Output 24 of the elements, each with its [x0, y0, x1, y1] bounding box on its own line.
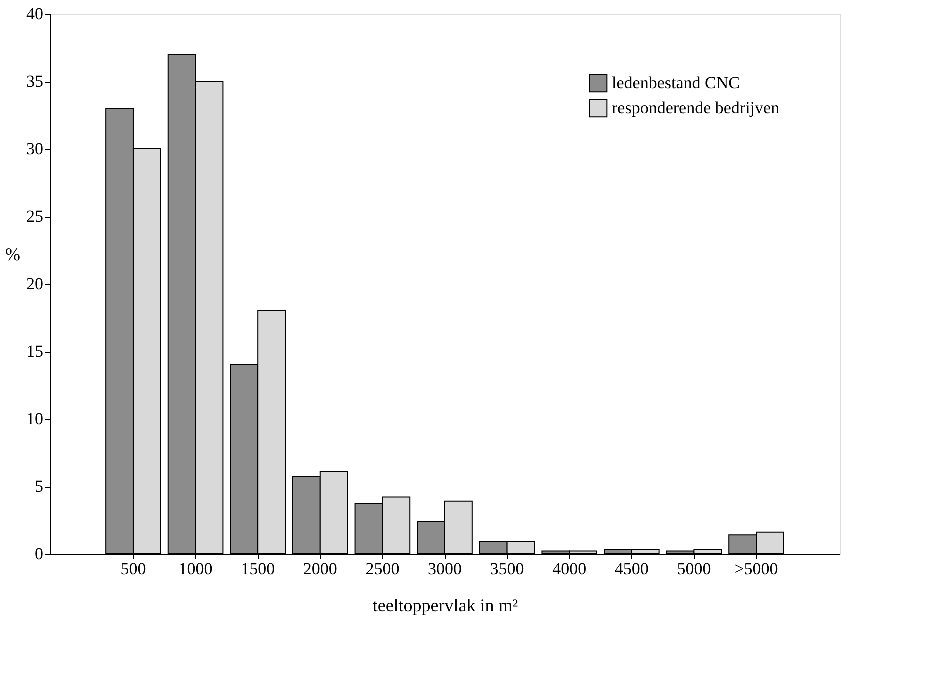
- x-tick-label: 1500: [241, 560, 276, 578]
- x-tick-label: 2000: [303, 560, 338, 578]
- x-tick-label: >5000: [734, 560, 778, 578]
- x-tick-label: 4000: [552, 560, 587, 578]
- x-axis-title: teeltoppervlak in m²: [372, 596, 518, 616]
- x-tick-label: 3500: [490, 560, 524, 578]
- y-tick-label: 5: [35, 477, 44, 496]
- x-tick-label: 500: [120, 560, 146, 578]
- y-tick-label: 40: [26, 4, 44, 24]
- y-tick-label: 0: [35, 544, 44, 564]
- y-axis-title: %: [6, 244, 20, 264]
- x-tick-label: 2500: [366, 560, 400, 578]
- y-tick-label: 10: [26, 410, 44, 428]
- y-tick-label: 35: [26, 72, 44, 91]
- x-tick-label: 4500: [614, 560, 649, 578]
- y-tick-label: 20: [26, 274, 44, 294]
- y-tick-label: 15: [26, 342, 44, 361]
- y-tick-label: 30: [26, 140, 44, 158]
- legend-label: ledenbestand CNC: [612, 74, 740, 92]
- y-tick-label: 25: [26, 207, 44, 226]
- x-tick-label: 3000: [428, 560, 462, 578]
- x-tick-label: 5000: [677, 560, 712, 578]
- legend-label: responderende bedrijven: [612, 98, 780, 118]
- x-tick-label: 1000: [178, 560, 213, 578]
